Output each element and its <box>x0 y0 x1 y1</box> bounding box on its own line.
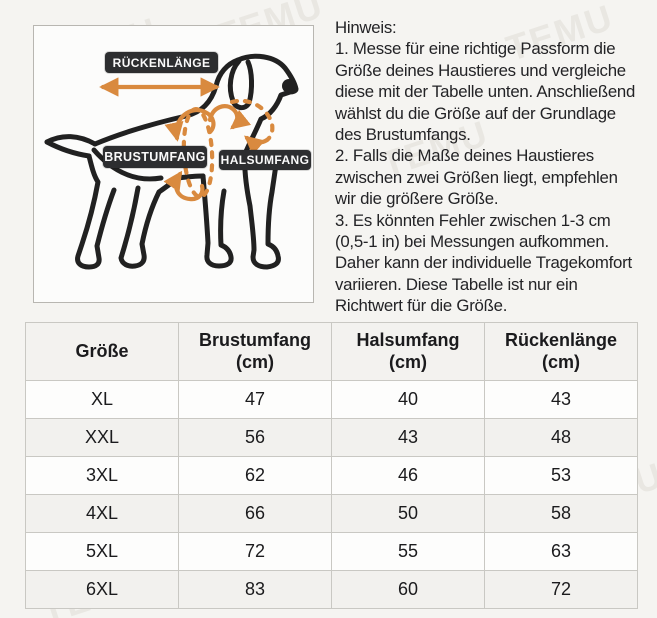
column-header-brustumfang: Brustumfang (cm) <box>178 322 332 381</box>
size-cell: 4XL <box>25 494 179 533</box>
dog-nose <box>282 79 296 93</box>
neck-girth-band <box>229 98 275 143</box>
value-cell: 53 <box>484 456 638 495</box>
table-row: 6XL 83 60 72 <box>25 570 638 609</box>
size-cell: XL <box>25 380 179 419</box>
size-cell: 6XL <box>25 570 179 609</box>
note-item-1: 1. Messe für eine richtige Passform die … <box>335 39 636 145</box>
note-title: Hinweis: <box>335 18 397 37</box>
table-row: 3XL 62 46 53 <box>25 456 638 495</box>
table-row: 4XL 66 50 58 <box>25 494 638 533</box>
value-cell: 46 <box>331 456 485 495</box>
value-cell: 72 <box>484 570 638 609</box>
neck-loop-arrow <box>207 104 252 130</box>
size-cell: 3XL <box>25 456 179 495</box>
table-row: 5XL 72 55 63 <box>25 532 638 571</box>
value-cell: 55 <box>331 532 485 571</box>
table-row: XXL 56 43 48 <box>25 418 638 457</box>
value-cell: 63 <box>484 532 638 571</box>
column-header-halsumfang: Halsumfang (cm) <box>331 322 485 381</box>
value-cell: 56 <box>178 418 332 457</box>
dog-ear <box>227 58 254 111</box>
chest-bottom-arrow <box>163 170 205 202</box>
value-cell: 66 <box>178 494 332 533</box>
size-cell: 5XL <box>25 532 179 571</box>
value-cell: 47 <box>178 380 332 419</box>
value-cell: 43 <box>484 380 638 419</box>
note-item-3: 3. Es könnten Fehler zwischen 1-3 cm (0,… <box>335 210 632 316</box>
neck-band-arrow <box>244 135 270 156</box>
size-table-body: XL 47 40 43 XXL 56 43 48 3XL 62 46 53 4XL 66 50 58 5XL 72… <box>25 380 638 609</box>
value-cell: 40 <box>331 380 485 419</box>
value-cell: 83 <box>178 570 332 609</box>
chest-top-arrow <box>164 108 216 142</box>
column-header-groesse: Größe <box>25 322 179 381</box>
value-cell: 72 <box>178 532 332 571</box>
table-header-row: Größe Brustumfang (cm) Halsumfang (cm) Rüc… <box>25 322 638 381</box>
rueckenlaenge-label: RÜCKENLÄNGE <box>105 52 218 73</box>
value-cell: 48 <box>484 418 638 457</box>
halsumfang-label: HALSUMFANG <box>219 150 311 170</box>
dog-measurement-diagram: RÜCKENLÄNGE BRUSTUMFANG HALSUMFANG <box>33 25 314 303</box>
value-cell: 62 <box>178 456 332 495</box>
value-cell: 43 <box>331 418 485 457</box>
hinweis-note: Hinweis: 1. Messe für eine richtige Pass… <box>335 17 638 317</box>
brustumfang-label: BRUSTUMFANG <box>103 146 207 168</box>
table-row: XL 47 40 43 <box>25 380 638 419</box>
column-header-rueckenlaenge: Rückenlänge (cm) <box>484 322 638 381</box>
size-cell: XXL <box>25 418 179 457</box>
value-cell: 58 <box>484 494 638 533</box>
size-table: Größe Brustumfang (cm) Halsumfang (cm) Rüc… <box>25 322 638 609</box>
value-cell: 60 <box>331 570 485 609</box>
note-item-2: 2. Falls die Maße deines Haustieres zwis… <box>335 146 618 209</box>
value-cell: 50 <box>331 494 485 533</box>
